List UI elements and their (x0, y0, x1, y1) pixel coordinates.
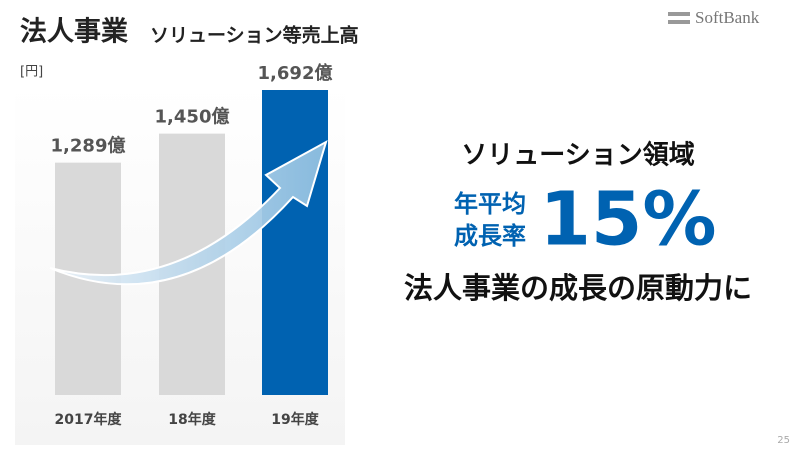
logo-bar (668, 20, 690, 24)
logo: SoftBank (668, 8, 760, 27)
callout-heading: ソリューション領域 (461, 140, 694, 171)
value-label: 1,289億 (51, 135, 126, 157)
metric-value: 15% (539, 177, 716, 263)
value-label: 1,450億 (155, 106, 230, 128)
metric-label: 成長率 (454, 222, 526, 250)
logo-text: SoftBank (695, 8, 760, 27)
bar (262, 90, 328, 395)
page-number: 25 (777, 435, 790, 446)
metric-label: 年平均 (454, 190, 526, 218)
chart-title: 法人事業 (20, 17, 128, 48)
x-tick-label: 2017年度 (55, 411, 123, 428)
logo-bar (668, 12, 690, 16)
growth-arrow (49, 139, 328, 286)
callout-conclusion: 法人事業の成長の原動力に (404, 271, 752, 305)
unit-label: [円] (20, 65, 43, 80)
x-tick-label: 19年度 (271, 411, 319, 428)
chart-subtitle: ソリューション等売上高 (150, 24, 359, 47)
value-label: 1,692億 (258, 62, 333, 84)
x-tick-label: 18年度 (168, 411, 216, 428)
